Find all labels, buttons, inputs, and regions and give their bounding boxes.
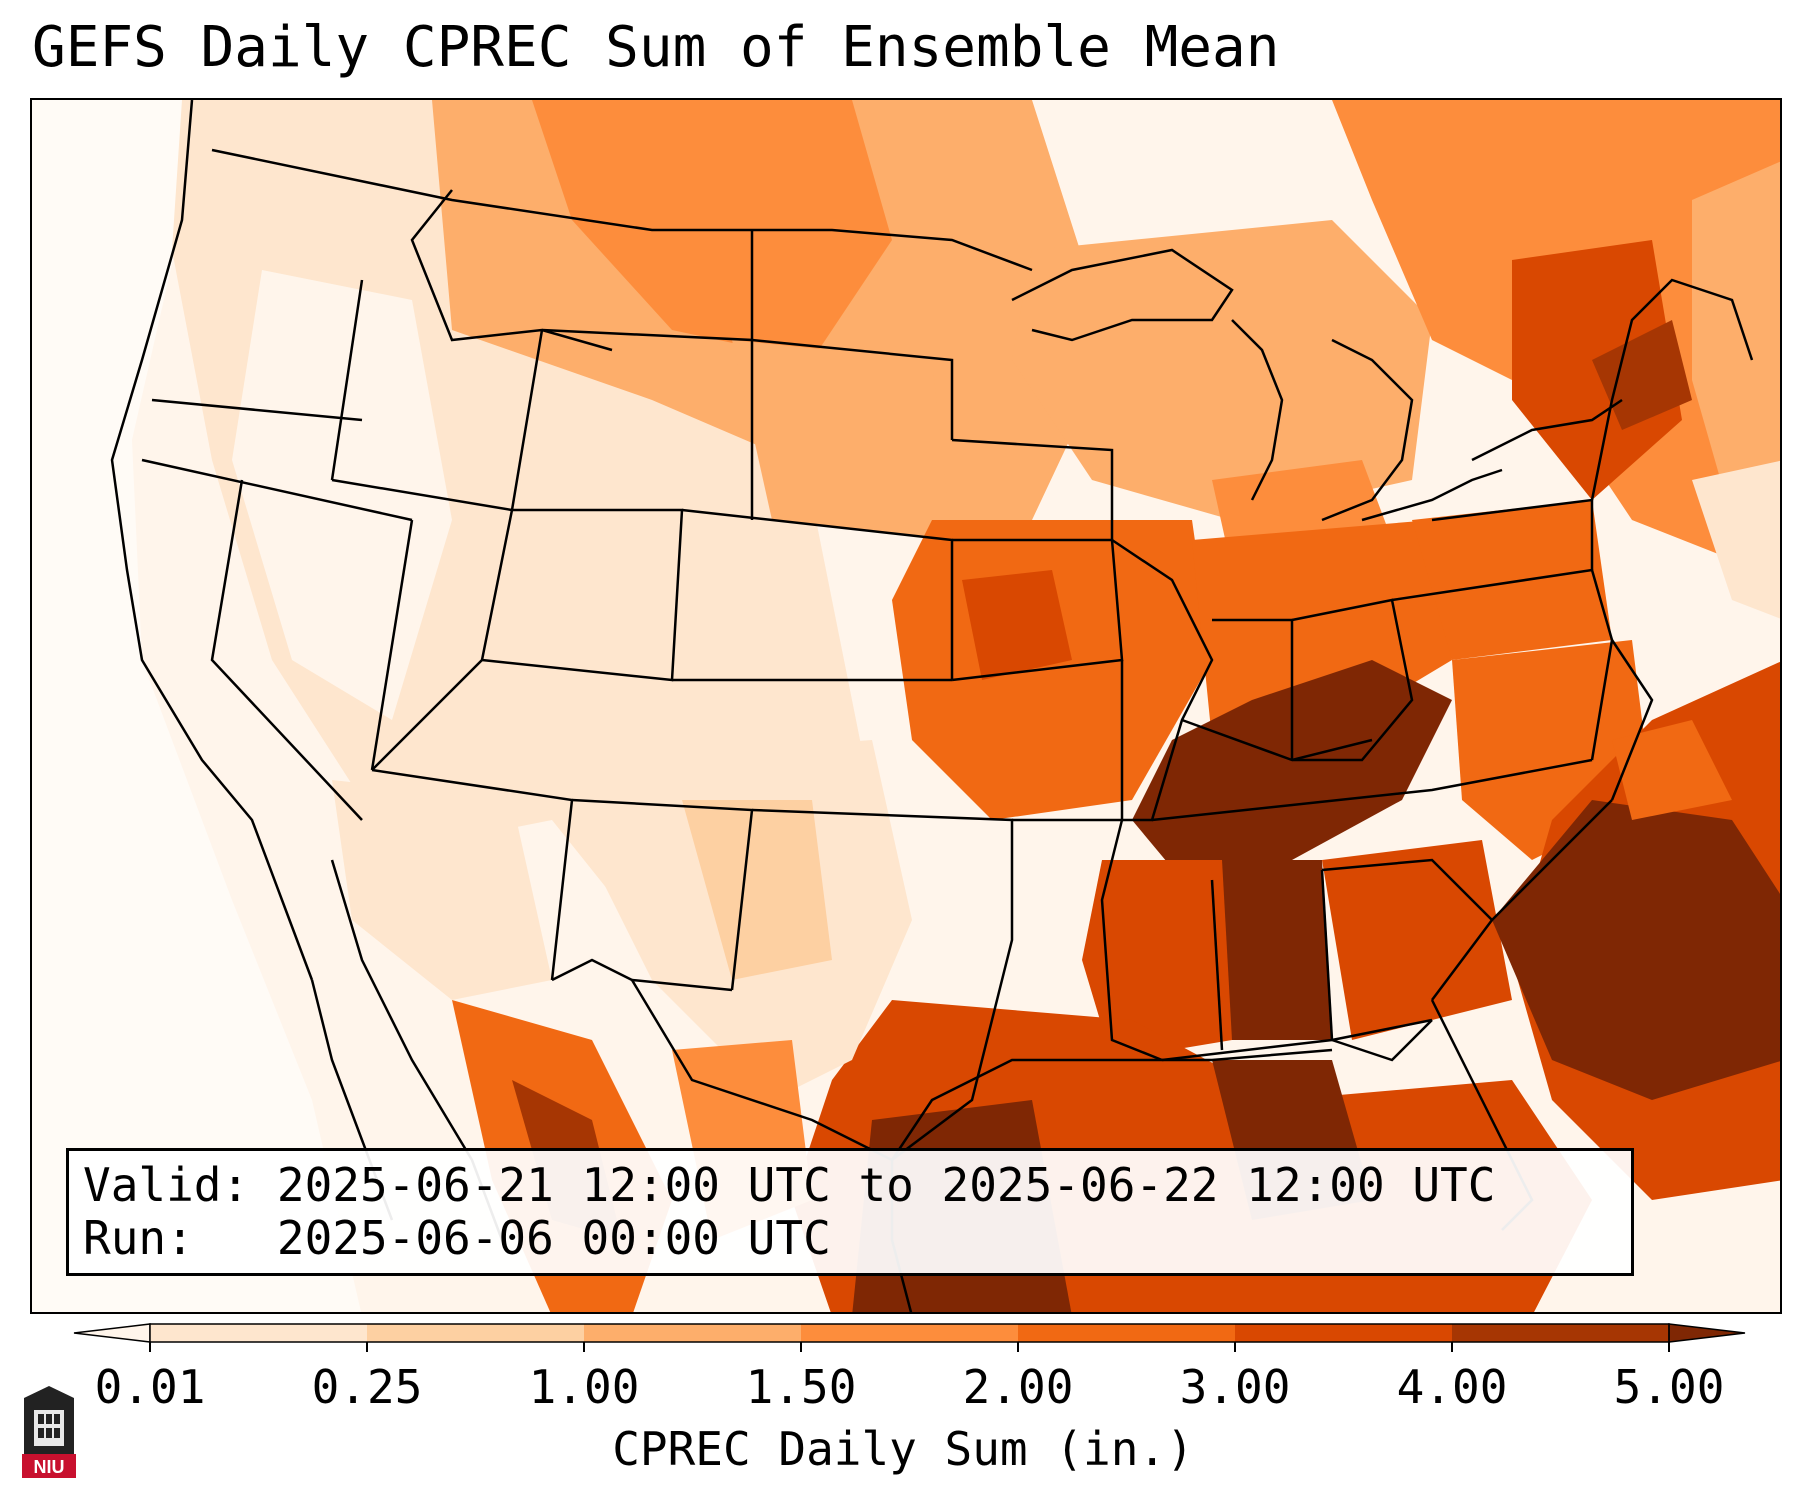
valid-time-box: Valid: 2025-06-21 12:00 UTC to 2025-06-2… — [66, 1148, 1634, 1276]
colorbar-label: CPREC Daily Sum (in.) — [612, 1422, 1194, 1476]
run-value: 2025-06-06 00:00 UTC — [276, 1211, 831, 1265]
colorbar-tick-label: 4.00 — [1396, 1360, 1508, 1414]
colorbar-segment — [1235, 1324, 1452, 1342]
colorbar-segment — [1452, 1324, 1669, 1342]
precipitation-field — [32, 100, 1780, 1312]
map-canvas — [32, 100, 1780, 1312]
map-title: GEFS Daily CPREC Sum of Ensemble Mean — [32, 15, 1280, 80]
colorbar-segment — [1018, 1324, 1235, 1342]
colorbar-extend-max — [1668, 1323, 1746, 1343]
colorbar-extend-min — [73, 1323, 151, 1343]
colorbar-tick-label: 1.50 — [745, 1360, 857, 1414]
colorbar-segment — [584, 1324, 801, 1342]
valid-label: Valid: — [83, 1158, 250, 1212]
precipitation-map[interactable] — [30, 98, 1782, 1314]
logo-text: NIU — [34, 1457, 65, 1477]
run-label: Run: — [83, 1211, 194, 1265]
colorbar-tick-label: 5.00 — [1613, 1360, 1725, 1414]
colorbar-tick-label: 0.01 — [94, 1360, 206, 1414]
colorbar-tick-label: 1.00 — [528, 1360, 640, 1414]
colorbar-tick-label: 3.00 — [1179, 1360, 1291, 1414]
niu-logo: NIU — [22, 1386, 76, 1478]
colorbar-tick-label: 0.25 — [311, 1360, 423, 1414]
colorbar-segment — [367, 1324, 584, 1342]
colorbar-segment — [150, 1324, 367, 1342]
colorbar-outline — [149, 1323, 1670, 1343]
state-borders — [110, 100, 1754, 1312]
valid-value: 2025-06-21 12:00 UTC to 2025-06-22 12:00… — [276, 1158, 1496, 1212]
colorbar-tick-label: 2.00 — [962, 1360, 1074, 1414]
logo-banner — [22, 1454, 76, 1478]
colorbar — [73, 1323, 1746, 1352]
colorbar-segment — [801, 1324, 1018, 1342]
